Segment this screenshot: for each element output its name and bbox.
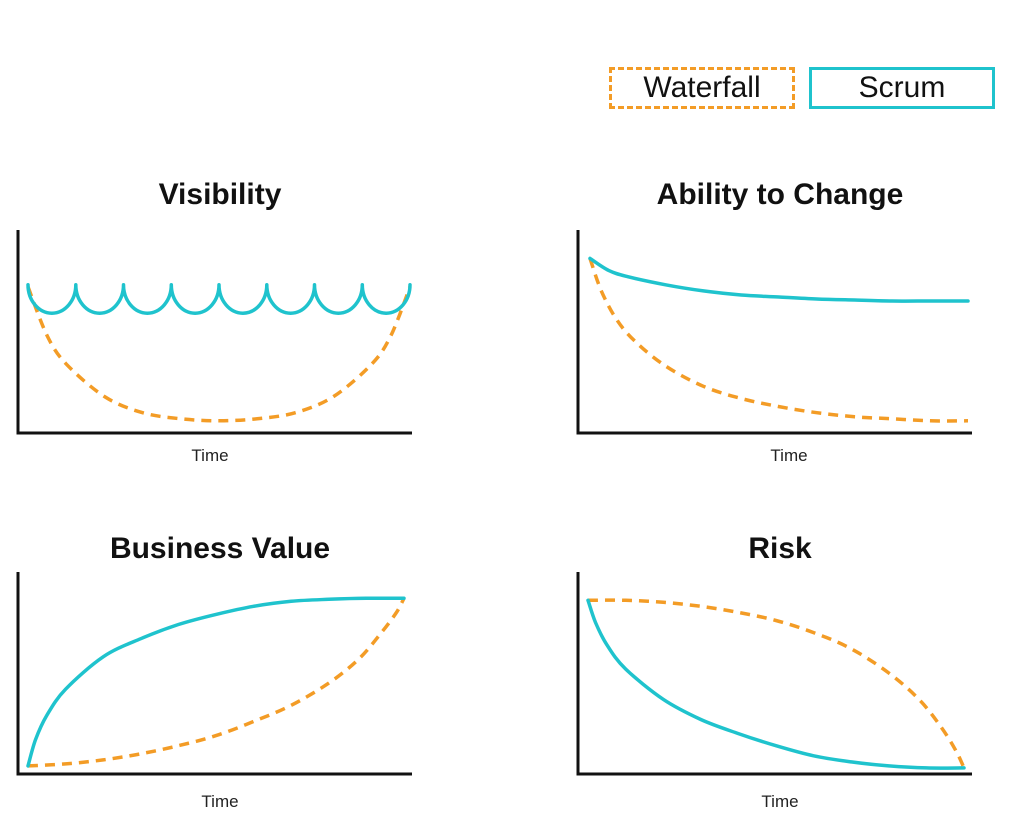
chart-business-value: Business Value Time (0, 520, 440, 820)
chart-plot (576, 230, 972, 435)
x-axis-label: Time (770, 446, 808, 465)
chart-visibility: Visibility Time (0, 170, 440, 470)
chart-title: Visibility (158, 178, 282, 211)
scrum-series-line (26, 283, 412, 315)
x-axis-label: Time (191, 446, 229, 465)
chart-title: Risk (748, 532, 812, 565)
waterfall-series-line (587, 598, 966, 769)
waterfall-series-line (26, 286, 412, 423)
scrum-series-line (26, 596, 406, 768)
chart-ability-to-change: Ability to Change Time (560, 170, 1000, 470)
legend-waterfall: Waterfall (609, 67, 795, 109)
chart-plot (16, 230, 412, 435)
chart-plot (576, 572, 972, 776)
waterfall-series-line (27, 597, 406, 768)
chart-risk: Risk Time (560, 520, 1000, 820)
legend-waterfall-label: Waterfall (643, 71, 761, 104)
scrum-series-line (586, 598, 966, 770)
legend-scrum-label: Scrum (858, 71, 946, 104)
x-axis-label: Time (761, 792, 799, 811)
scrum-series-line (588, 256, 970, 303)
chart-plot (16, 572, 412, 776)
chart-title: Ability to Change (656, 178, 904, 211)
chart-title: Business Value (109, 532, 331, 565)
legend-scrum: Scrum (809, 67, 995, 109)
x-axis-label: Time (201, 792, 239, 811)
